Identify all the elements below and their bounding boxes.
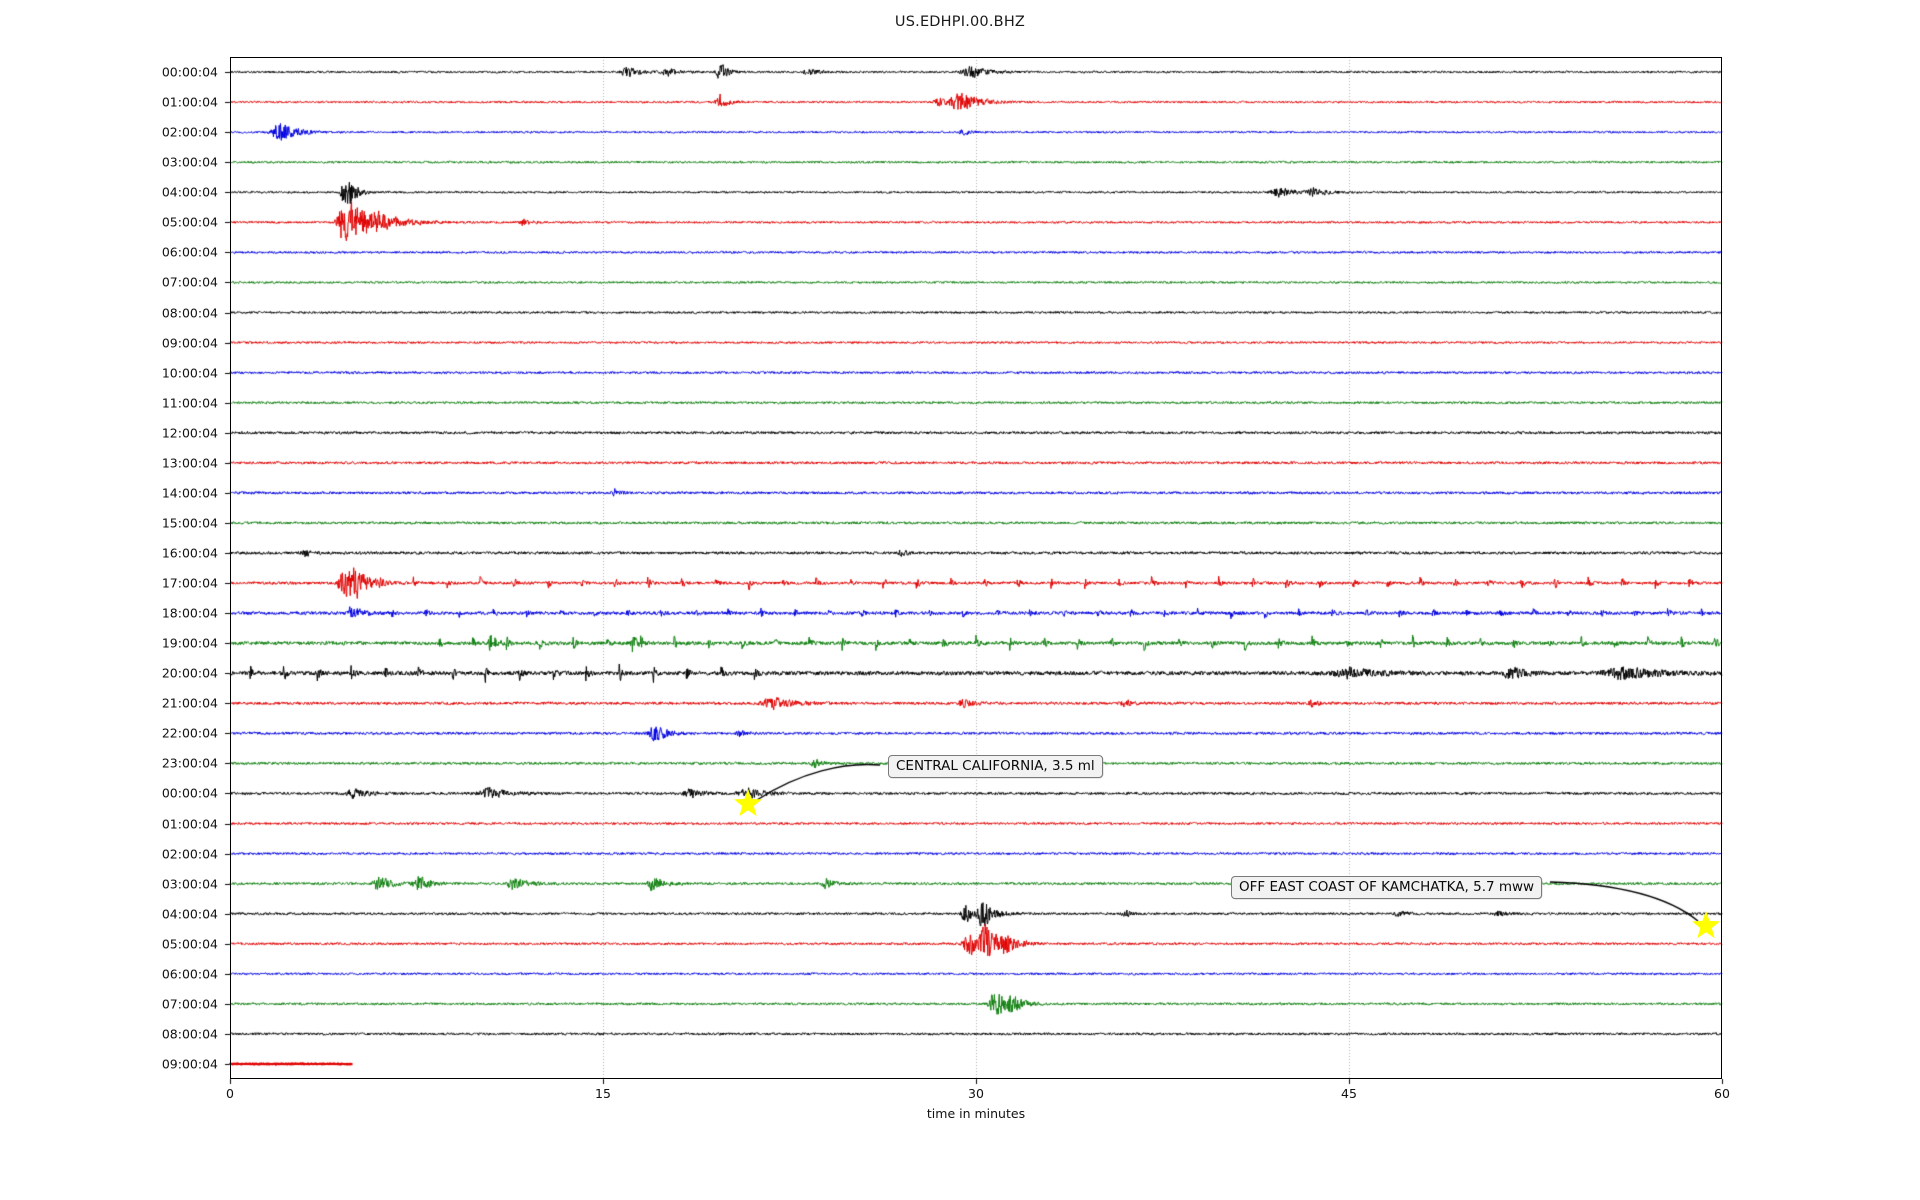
y-axis-tick-label: 09:00:04 bbox=[161, 335, 218, 351]
y-axis-tick-label: 02:00:04 bbox=[161, 846, 218, 862]
y-axis-tick-label: 13:00:04 bbox=[161, 455, 218, 471]
y-axis-tick-label: 10:00:04 bbox=[161, 365, 218, 381]
x-axis-tick-label: 60 bbox=[1714, 1086, 1730, 1101]
x-axis-tick-label: 15 bbox=[595, 1086, 611, 1101]
y-axis-tick-label: 08:00:04 bbox=[161, 1026, 218, 1042]
y-axis-tick-label: 17:00:04 bbox=[161, 575, 218, 591]
y-axis-tick-label: 16:00:04 bbox=[161, 545, 218, 561]
y-axis-tick-label: 23:00:04 bbox=[161, 755, 218, 771]
y-axis-tick-label: 07:00:04 bbox=[161, 996, 218, 1012]
x-axis-tick-label: 45 bbox=[1341, 1086, 1357, 1101]
y-axis-tick-label: 09:00:04 bbox=[161, 1056, 218, 1072]
y-axis-tick-label: 15:00:04 bbox=[161, 515, 218, 531]
y-axis-tick-label: 04:00:04 bbox=[161, 184, 218, 200]
y-axis-tick-label: 06:00:04 bbox=[161, 244, 218, 260]
y-axis-tick-label: 18:00:04 bbox=[161, 605, 218, 621]
y-axis-tick-label: 14:00:04 bbox=[161, 485, 218, 501]
x-axis-title: time in minutes bbox=[926, 1106, 1026, 1121]
y-axis-tick-label: 00:00:04 bbox=[161, 785, 218, 801]
y-axis-tick-label: 07:00:04 bbox=[161, 274, 218, 290]
y-axis-tick-label: 22:00:04 bbox=[161, 725, 218, 741]
y-axis-tick-label: 02:00:04 bbox=[161, 124, 218, 140]
y-axis-tick-label: 20:00:04 bbox=[161, 665, 218, 681]
y-axis-tick-label: 06:00:04 bbox=[161, 966, 218, 982]
y-axis-tick-label: 19:00:04 bbox=[161, 635, 218, 651]
y-axis-tick-label: 01:00:04 bbox=[161, 816, 218, 831]
y-axis-tick-label: 05:00:04 bbox=[161, 214, 218, 230]
y-axis-tick-label: 08:00:04 bbox=[161, 305, 218, 320]
y-axis-tick-label: 05:00:04 bbox=[161, 936, 218, 952]
x-axis-tick-label: 30 bbox=[968, 1086, 984, 1101]
y-axis-tick-label: 01:00:04 bbox=[161, 94, 218, 110]
y-axis-tick-label: 11:00:04 bbox=[161, 395, 218, 411]
y-axis-tick-label: 04:00:04 bbox=[161, 906, 218, 922]
y-axis-tick-label: 03:00:04 bbox=[161, 154, 218, 170]
event-annotation-label: CENTRAL CALIFORNIA, 3.5 ml bbox=[888, 755, 1103, 779]
y-axis-tick-label: 00:00:04 bbox=[161, 64, 218, 80]
y-axis-tick-label: 03:00:04 bbox=[161, 876, 218, 892]
event-annotation-label: OFF EAST COAST OF KAMCHATKA, 5.7 mww bbox=[1231, 876, 1543, 900]
y-axis-tick-label: 21:00:04 bbox=[161, 695, 218, 711]
y-axis-tick-label: 12:00:04 bbox=[161, 425, 218, 441]
x-axis-tick-label: 0 bbox=[226, 1086, 234, 1101]
